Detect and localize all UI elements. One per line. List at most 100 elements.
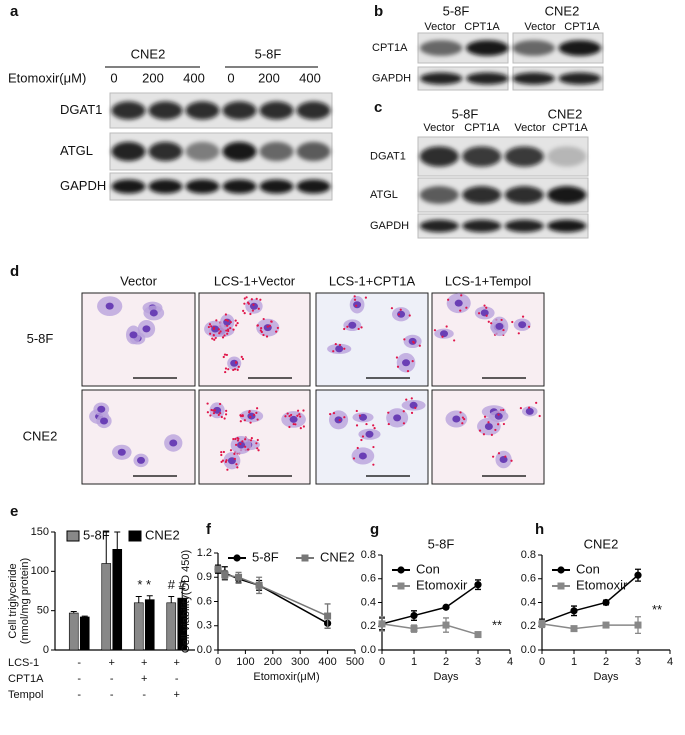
legend-label: 5-8F	[83, 527, 110, 542]
x-tick-label: 1	[411, 656, 417, 668]
band	[259, 101, 294, 120]
bar	[79, 616, 90, 651]
lipid	[298, 413, 301, 416]
image-bg	[431, 389, 545, 485]
lipid	[372, 424, 375, 427]
x-tick-label: 200	[264, 656, 282, 668]
lipid	[219, 412, 222, 415]
lipid	[373, 427, 376, 430]
x-tick-label: 3	[635, 656, 641, 668]
lipid	[226, 324, 229, 327]
lipid	[288, 425, 291, 429]
bar	[144, 599, 155, 651]
panel-label: c	[374, 99, 382, 116]
lipid	[494, 428, 497, 432]
lipid	[213, 338, 216, 341]
x-tick-label: 400	[318, 656, 336, 668]
lipid	[242, 309, 245, 312]
error-bar	[70, 610, 77, 614]
lipid	[236, 466, 239, 469]
lipid	[410, 397, 413, 400]
lipid	[241, 440, 244, 443]
micrograph	[315, 292, 429, 387]
y-tick-label: 0.0	[197, 644, 212, 656]
band	[419, 146, 459, 167]
band	[222, 101, 257, 120]
condition: Vector	[423, 122, 455, 134]
series-line	[541, 574, 639, 624]
annotation: # #	[168, 577, 187, 592]
lipid	[223, 353, 227, 356]
lipid	[487, 320, 490, 323]
protein: ATGL	[370, 189, 398, 201]
lipid	[244, 438, 247, 441]
legend-label: Etomoxir	[576, 577, 628, 592]
lipid	[233, 452, 236, 455]
condition: CPT1A	[464, 21, 500, 33]
lipid	[249, 439, 253, 442]
lipid	[361, 435, 365, 438]
y-tick-label: 0.6	[521, 573, 536, 585]
marker	[410, 611, 418, 620]
lipid	[403, 338, 406, 341]
lipid	[252, 413, 256, 416]
lipid	[390, 307, 394, 310]
bar	[101, 563, 112, 651]
marker	[474, 631, 482, 639]
lipid	[250, 298, 253, 301]
marker	[214, 565, 222, 573]
nucleus	[97, 405, 106, 413]
lipid	[218, 402, 222, 406]
lipid	[294, 423, 297, 426]
lipid	[207, 325, 210, 329]
lipid	[234, 437, 237, 441]
nucleus	[494, 412, 503, 420]
lipid	[250, 437, 253, 440]
protein: GAPDH	[370, 220, 409, 232]
bar	[166, 602, 177, 651]
lipid	[239, 420, 242, 423]
lipid	[511, 320, 514, 324]
lipid	[372, 445, 375, 449]
blot	[417, 177, 589, 213]
nucleus	[397, 310, 406, 318]
dose: 200	[258, 70, 280, 85]
marker	[378, 620, 386, 628]
lipid	[346, 325, 349, 328]
lipid	[260, 327, 263, 330]
nucleus	[480, 309, 489, 317]
band	[185, 101, 220, 120]
y-tick-label: 150	[31, 526, 49, 538]
lipid	[224, 367, 228, 370]
lipid	[256, 438, 259, 442]
nucleus	[499, 455, 508, 463]
lipid	[408, 314, 411, 317]
lipid	[402, 422, 406, 425]
error-bar	[103, 531, 110, 564]
micrograph	[198, 389, 311, 485]
lipid	[235, 443, 238, 446]
protein: DGAT1	[60, 102, 102, 117]
treatment-label: Tempol	[8, 689, 43, 701]
lipid	[232, 328, 235, 331]
nucleus	[169, 439, 178, 447]
nucleus	[334, 416, 343, 424]
nucleus	[247, 412, 256, 420]
lipid	[226, 332, 229, 335]
dose: 0	[227, 70, 234, 85]
panel-label: h	[535, 521, 544, 538]
protein: ATGL	[60, 143, 93, 158]
lipid	[245, 296, 248, 299]
nucleus	[518, 321, 527, 329]
micrograph	[431, 389, 545, 485]
lipid	[461, 422, 464, 425]
condition: LCS-1+Vector	[214, 273, 296, 288]
lipid	[365, 422, 368, 426]
lipid	[210, 325, 213, 328]
band	[222, 141, 257, 162]
lipid	[414, 406, 417, 409]
lipid	[334, 342, 337, 346]
y-tick-label: 1.2	[197, 547, 212, 559]
x-tick-label: 300	[291, 656, 309, 668]
lipid	[360, 326, 363, 329]
